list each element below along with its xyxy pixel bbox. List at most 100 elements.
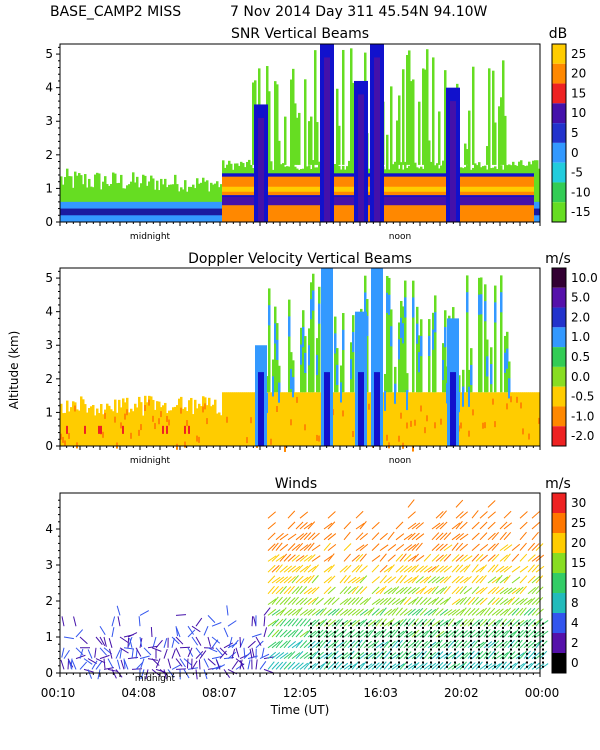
- wind-barb: [419, 565, 428, 573]
- wind-barb: [475, 650, 484, 659]
- snr-cell: [150, 208, 153, 216]
- snr-cell: [246, 176, 249, 196]
- wind-barb: [471, 586, 480, 595]
- wind-barb: [307, 597, 317, 605]
- wind-barb: [455, 586, 464, 595]
- doppler-cell: [84, 425, 86, 434]
- doppler-cell: [144, 395, 147, 446]
- y-tick-label: 0: [45, 666, 53, 680]
- snr-cell: [282, 176, 285, 196]
- wind-barb: [471, 607, 480, 616]
- wind-barb: [515, 586, 524, 595]
- wind-barb: [163, 648, 168, 659]
- wind-barb: [467, 618, 475, 627]
- snr-cell: [298, 196, 301, 206]
- wind-point: [518, 635, 520, 638]
- snr-cell: [466, 149, 469, 165]
- doppler-cell: [276, 405, 278, 412]
- wind-barb: [415, 522, 424, 530]
- wind-barb: [487, 554, 496, 562]
- snr-cell: [342, 176, 345, 196]
- doppler-cell: [128, 412, 131, 446]
- snr-cell: [488, 196, 491, 206]
- wind-barb: [443, 618, 452, 627]
- wind-point: [430, 648, 432, 651]
- snr-cell: [142, 208, 145, 216]
- wind-barb: [299, 630, 309, 638]
- snr-cell: [522, 176, 525, 196]
- wind-point: [494, 622, 496, 625]
- wind-barb: [287, 510, 296, 519]
- snr-cell: [248, 186, 251, 192]
- colorbar-swatch: [552, 142, 566, 163]
- snr-cell: [94, 174, 97, 222]
- wind-barb: [70, 658, 73, 669]
- snr-cell: [438, 205, 441, 222]
- doppler-cell: [160, 407, 163, 446]
- doppler-cell: [188, 400, 191, 446]
- wind-barb: [431, 585, 439, 595]
- snr-cell: [498, 205, 501, 222]
- wind-barb: [475, 587, 485, 595]
- wind-point: [334, 631, 336, 634]
- snr-cell: [350, 186, 353, 192]
- doppler-cell: [278, 365, 281, 393]
- snr-cell: [414, 186, 417, 192]
- wind-barb: [195, 650, 204, 659]
- snr-cell: [272, 196, 275, 206]
- snr-cell: [440, 196, 443, 206]
- wind-barb: [463, 651, 472, 659]
- wind-point: [430, 622, 432, 625]
- doppler-cell: [104, 412, 106, 419]
- doppler-cell: [438, 392, 441, 446]
- wind-point: [358, 648, 360, 651]
- snr-cell: [498, 186, 501, 192]
- x-tick-label: 12:05: [283, 686, 318, 700]
- wind-point: [414, 665, 416, 668]
- wind-barb: [491, 531, 500, 541]
- snr-cell: [104, 208, 107, 216]
- wind-point: [446, 644, 448, 647]
- wind-point: [470, 665, 472, 668]
- wind-barb: [423, 640, 432, 649]
- wind-barb: [423, 575, 432, 584]
- snr-cell: [430, 196, 433, 206]
- wind-point: [470, 631, 472, 634]
- wind-barb: [459, 661, 467, 670]
- wind-barb: [60, 659, 65, 670]
- doppler-cell: [340, 392, 343, 446]
- snr-cell: [492, 186, 495, 192]
- wind-barb: [475, 608, 485, 616]
- wind-barb: [311, 586, 320, 595]
- snr-cell: [500, 97, 503, 165]
- snr-cell: [384, 186, 387, 192]
- wind-barb: [431, 576, 441, 584]
- wind-point: [366, 626, 368, 629]
- wind-point: [470, 626, 472, 629]
- doppler-cell: [210, 406, 213, 446]
- wind-barb: [139, 636, 143, 647]
- doppler-cell: [204, 397, 207, 446]
- wind-barb: [275, 628, 283, 638]
- doppler-cell: [138, 396, 141, 446]
- snr-cell: [470, 205, 473, 222]
- wind-barb: [307, 608, 316, 616]
- doppler-cell: [124, 413, 126, 420]
- wind-barb: [323, 630, 332, 638]
- doppler-cell: [434, 312, 437, 333]
- wind-barb: [339, 652, 349, 659]
- wind-barb: [527, 629, 536, 638]
- wind-point: [470, 622, 472, 625]
- wind-barb: [307, 542, 315, 551]
- snr-cell: [462, 186, 465, 192]
- doppler-cell: [130, 408, 133, 446]
- altitude-axis-label: Altitude (km): [7, 331, 21, 410]
- wind-point: [510, 665, 512, 668]
- doppler-cell: [116, 412, 119, 446]
- snr-cell: [60, 208, 63, 216]
- wind-barb: [263, 616, 266, 627]
- wind-point: [526, 648, 528, 651]
- wind-barb: [471, 543, 480, 551]
- wind-point: [358, 657, 360, 660]
